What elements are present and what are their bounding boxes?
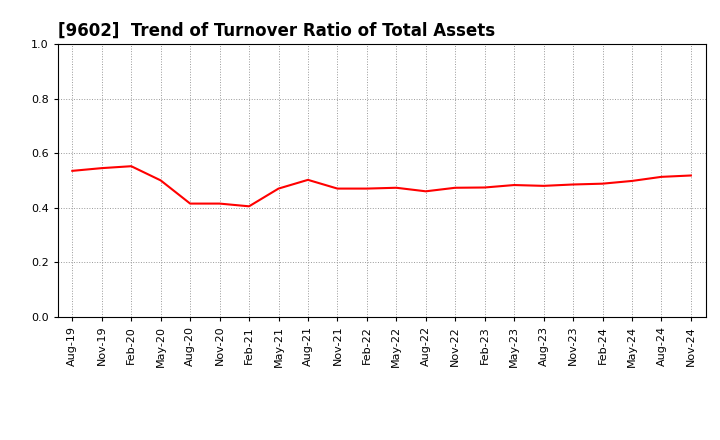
Text: [9602]  Trend of Turnover Ratio of Total Assets: [9602] Trend of Turnover Ratio of Total … (58, 22, 495, 40)
